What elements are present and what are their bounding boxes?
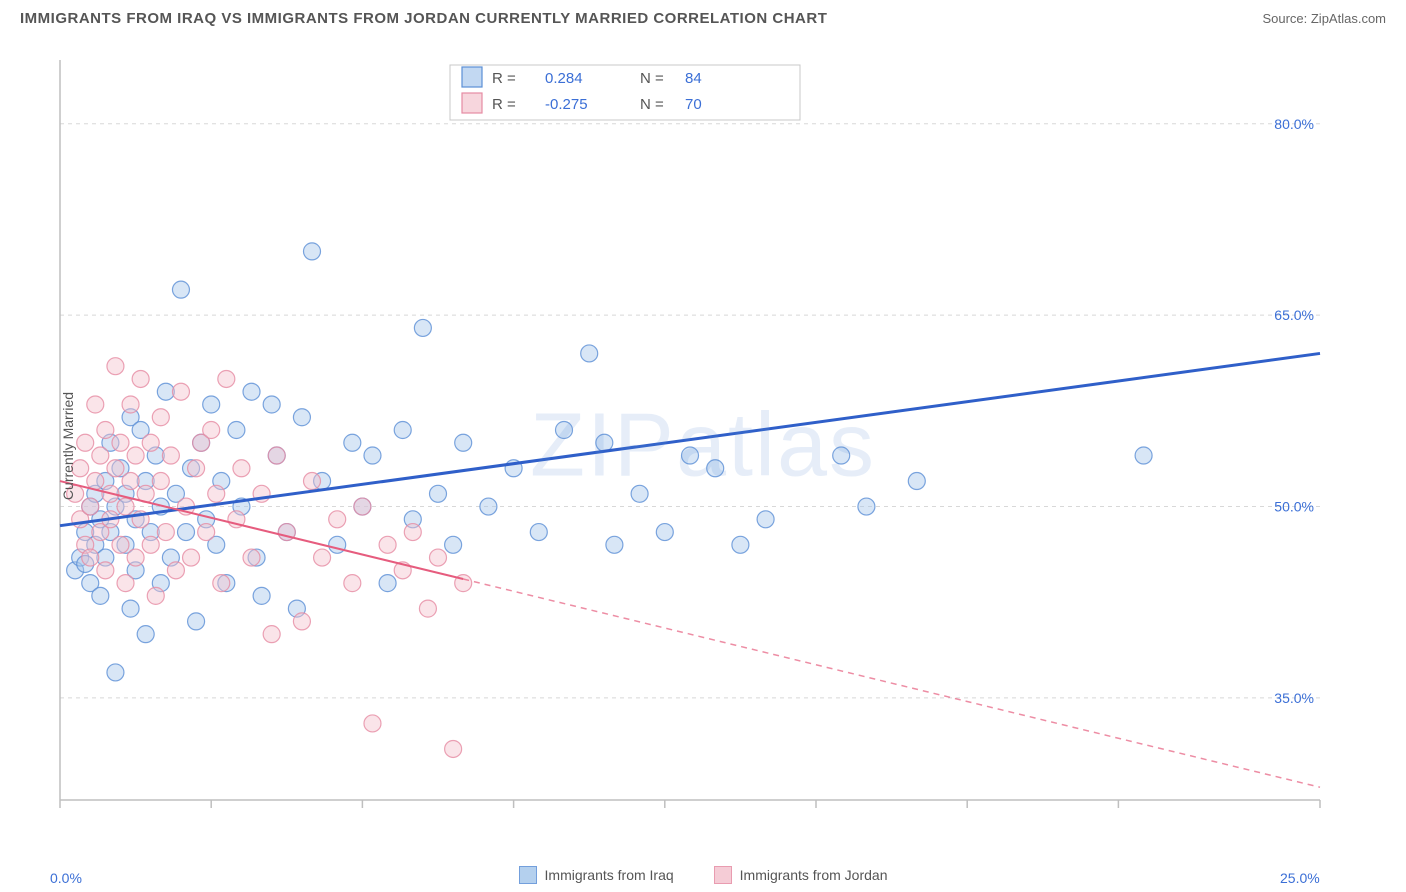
svg-text:-0.275: -0.275 [545, 96, 588, 113]
svg-text:R =: R = [492, 70, 516, 87]
bottom-legend: Immigrants from Iraq Immigrants from Jor… [0, 866, 1406, 884]
legend-label: Immigrants from Jordan [740, 867, 888, 883]
svg-text:80.0%: 80.0% [1274, 116, 1314, 132]
legend-item-iraq: Immigrants from Iraq [519, 866, 674, 884]
svg-text:65.0%: 65.0% [1274, 307, 1314, 323]
swatch-icon [714, 866, 732, 884]
y-axis-label: Currently Married [60, 392, 76, 500]
svg-text:R =: R = [492, 96, 516, 113]
x-tick-label-max: 25.0% [1280, 870, 1320, 886]
svg-text:N =: N = [640, 96, 664, 113]
legend-item-jordan: Immigrants from Jordan [714, 866, 888, 884]
source-label: Source: ZipAtlas.com [1262, 11, 1386, 26]
chart-area: Currently Married ZIPatlas 35.0%50.0%65.… [20, 40, 1386, 852]
svg-text:50.0%: 50.0% [1274, 499, 1314, 515]
legend-label: Immigrants from Iraq [545, 867, 674, 883]
chart-title: IMMIGRANTS FROM IRAQ VS IMMIGRANTS FROM … [20, 10, 827, 27]
svg-text:0.284: 0.284 [545, 70, 583, 87]
x-tick-label-min: 0.0% [50, 870, 82, 886]
svg-text:84: 84 [685, 70, 702, 87]
svg-text:N =: N = [640, 70, 664, 87]
svg-text:70: 70 [685, 96, 702, 113]
scatter-chart: 35.0% 50.0% 65.0% 80.0% R = 0.284 N = 84 R = -0.2… [20, 40, 1340, 830]
svg-text:35.0%: 35.0% [1274, 690, 1314, 706]
swatch-icon [519, 866, 537, 884]
